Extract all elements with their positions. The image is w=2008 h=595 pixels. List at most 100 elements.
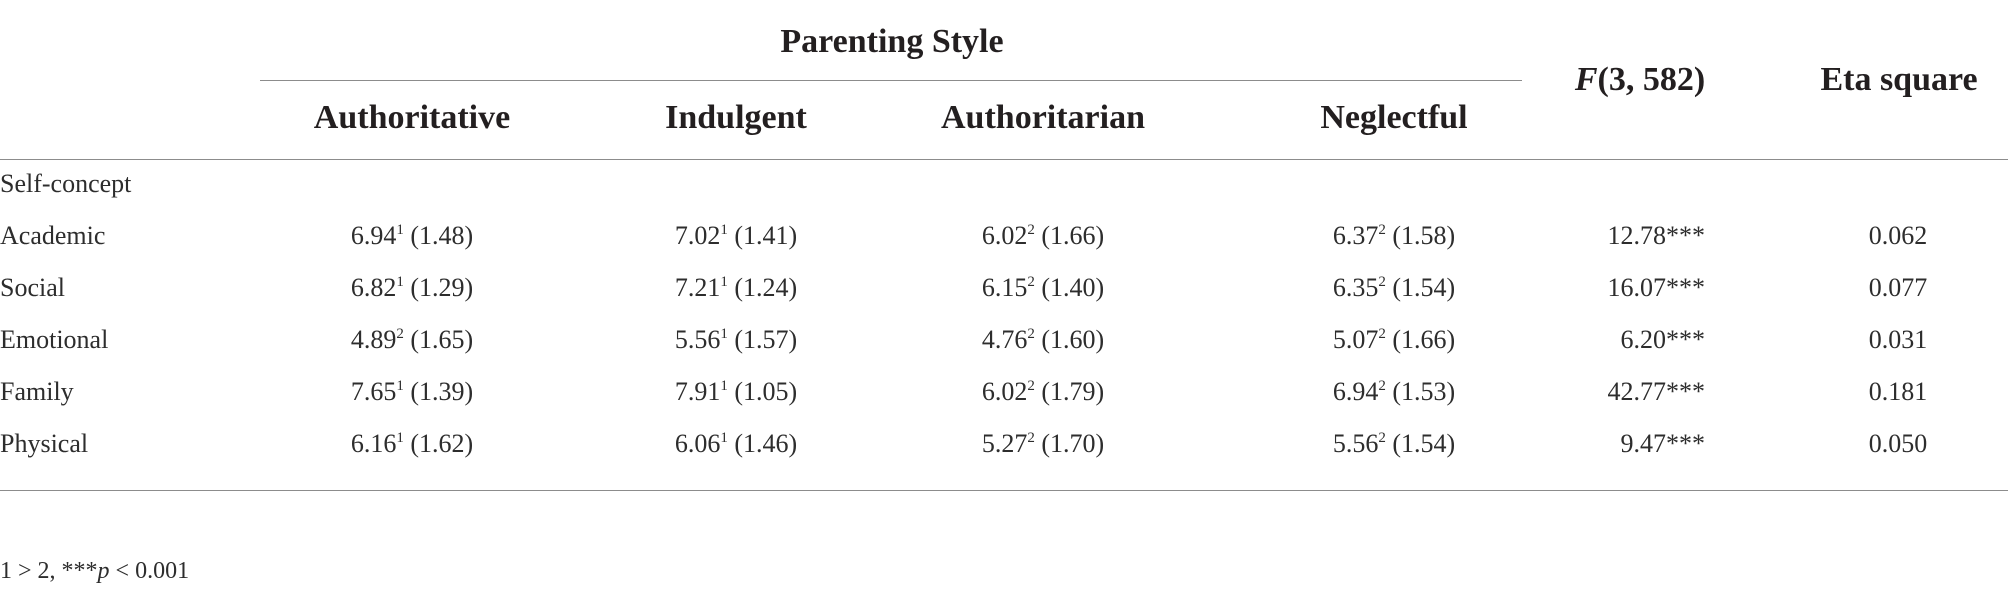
table-cell: 6.352 (1.54) bbox=[1244, 272, 1544, 304]
cell-mean: 7.21 bbox=[674, 273, 721, 302]
cell-mean: 6.82 bbox=[350, 273, 397, 302]
cell-sd: (1.65) bbox=[403, 325, 474, 354]
cell-mean: 5.07 bbox=[1332, 325, 1379, 354]
cell-superscript: 2 bbox=[396, 326, 404, 342]
cell-mean: 5.56 bbox=[674, 325, 721, 354]
table-cell: 7.651 (1.39) bbox=[262, 376, 562, 408]
cell-superscript: 2 bbox=[1378, 274, 1386, 290]
cell-superscript: 2 bbox=[1378, 222, 1386, 238]
group-header-rule bbox=[260, 80, 1522, 81]
table-cell: 4.762 (1.60) bbox=[893, 324, 1193, 356]
column-header-authoritarian: Authoritarian bbox=[941, 99, 1145, 136]
cell-sd: (1.58) bbox=[1385, 221, 1456, 250]
cell-mean: 7.02 bbox=[674, 221, 721, 250]
cell-sd: (1.57) bbox=[727, 325, 798, 354]
cell-sd: (1.60) bbox=[1034, 325, 1105, 354]
table-cell: 6.152 (1.40) bbox=[893, 272, 1193, 304]
cell-sd: (1.79) bbox=[1034, 377, 1105, 406]
cell-mean: 6.02 bbox=[981, 377, 1028, 406]
cell-sd: (1.70) bbox=[1034, 429, 1105, 458]
cell-superscript: 1 bbox=[396, 430, 404, 446]
table-footnote: 1 > 2, ***p < 0.001 bbox=[0, 556, 189, 586]
cell-mean: 6.35 bbox=[1332, 273, 1379, 302]
table-cell: 6.022 (1.66) bbox=[893, 220, 1193, 252]
table-cell: 4.892 (1.65) bbox=[262, 324, 562, 356]
cell-mean: 6.94 bbox=[1332, 377, 1379, 406]
cell-sd: (1.66) bbox=[1385, 325, 1456, 354]
cell-mean: 6.94 bbox=[350, 221, 397, 250]
cell-superscript: 1 bbox=[396, 222, 404, 238]
f-value: 9.47*** bbox=[1620, 429, 1706, 458]
cell-superscript: 2 bbox=[1027, 378, 1035, 394]
section-label-self-concept: Self-concept bbox=[0, 169, 132, 198]
cell-superscript: 2 bbox=[1027, 430, 1035, 446]
cell-sd: (1.24) bbox=[727, 273, 798, 302]
column-header-neglectful: Neglectful bbox=[1320, 99, 1468, 136]
cell-sd: (1.53) bbox=[1385, 377, 1456, 406]
cell-superscript: 2 bbox=[1378, 430, 1386, 446]
table-cell: 6.161 (1.62) bbox=[262, 428, 562, 460]
cell-mean: 6.02 bbox=[981, 221, 1028, 250]
cell-superscript: 2 bbox=[1378, 378, 1386, 394]
table-cell: 7.911 (1.05) bbox=[586, 376, 886, 408]
table-cell: 6.821 (1.29) bbox=[262, 272, 562, 304]
cell-mean: 6.15 bbox=[981, 273, 1028, 302]
row-label-academic: Academic bbox=[0, 221, 106, 250]
table-cell: 5.561 (1.57) bbox=[586, 324, 886, 356]
cell-sd: (1.48) bbox=[403, 221, 474, 250]
cell-sd: (1.41) bbox=[727, 221, 798, 250]
f-value: 12.78*** bbox=[1607, 221, 1706, 250]
eta-value: 0.050 bbox=[1868, 429, 1928, 458]
table-cell: 7.021 (1.41) bbox=[586, 220, 886, 252]
eta-value: 0.077 bbox=[1868, 273, 1928, 302]
cell-superscript: 1 bbox=[396, 378, 404, 394]
cell-mean: 4.89 bbox=[350, 325, 397, 354]
column-header-eta-square: Eta square bbox=[1820, 61, 1978, 98]
cell-sd: (1.40) bbox=[1034, 273, 1105, 302]
cell-superscript: 2 bbox=[1027, 274, 1035, 290]
table-cell: 6.022 (1.79) bbox=[893, 376, 1193, 408]
footnote-p: p bbox=[97, 558, 110, 584]
cell-sd: (1.54) bbox=[1385, 429, 1456, 458]
footnote-prefix: 1 > 2, *** bbox=[0, 558, 98, 584]
cell-mean: 6.37 bbox=[1332, 221, 1379, 250]
column-header-indulgent: Indulgent bbox=[665, 99, 807, 136]
header-bottom-rule bbox=[0, 159, 2008, 160]
row-label-physical: Physical bbox=[0, 429, 89, 458]
cell-sd: (1.46) bbox=[727, 429, 798, 458]
f-rest: (3, 582) bbox=[1597, 61, 1706, 98]
cell-mean: 5.56 bbox=[1332, 429, 1379, 458]
cell-sd: (1.62) bbox=[403, 429, 474, 458]
cell-sd: (1.66) bbox=[1034, 221, 1105, 250]
table-cell: 6.061 (1.46) bbox=[586, 428, 886, 460]
row-label-emotional: Emotional bbox=[0, 325, 109, 354]
table-cell: 7.211 (1.24) bbox=[586, 272, 886, 304]
cell-superscript: 1 bbox=[720, 378, 728, 394]
table-cell: 6.372 (1.58) bbox=[1244, 220, 1544, 252]
cell-sd: (1.54) bbox=[1385, 273, 1456, 302]
eta-value: 0.031 bbox=[1868, 325, 1928, 354]
footnote-suffix: < 0.001 bbox=[109, 558, 190, 584]
cell-sd: (1.39) bbox=[403, 377, 474, 406]
cell-mean: 7.65 bbox=[350, 377, 397, 406]
cell-mean: 4.76 bbox=[981, 325, 1028, 354]
table-cell: 5.272 (1.70) bbox=[893, 428, 1193, 460]
cell-superscript: 2 bbox=[1027, 222, 1035, 238]
f-value: 42.77*** bbox=[1607, 377, 1706, 406]
cell-mean: 7.91 bbox=[674, 377, 721, 406]
cell-superscript: 2 bbox=[1027, 326, 1035, 342]
table-cell: 5.072 (1.66) bbox=[1244, 324, 1544, 356]
cell-sd: (1.05) bbox=[727, 377, 798, 406]
eta-value: 0.181 bbox=[1868, 377, 1928, 406]
cell-superscript: 2 bbox=[1378, 326, 1386, 342]
table-cell: 6.941 (1.48) bbox=[262, 220, 562, 252]
cell-superscript: 1 bbox=[720, 222, 728, 238]
f-italic: F bbox=[1574, 61, 1598, 98]
cell-mean: 6.06 bbox=[674, 429, 721, 458]
cell-mean: 5.27 bbox=[981, 429, 1028, 458]
column-header-f-statistic: F(3, 582) bbox=[1540, 60, 1740, 100]
group-header-parenting-style: Parenting Style bbox=[780, 23, 1004, 60]
table-cell: 6.942 (1.53) bbox=[1244, 376, 1544, 408]
table-cell: 5.562 (1.54) bbox=[1244, 428, 1544, 460]
cell-superscript: 1 bbox=[396, 274, 404, 290]
